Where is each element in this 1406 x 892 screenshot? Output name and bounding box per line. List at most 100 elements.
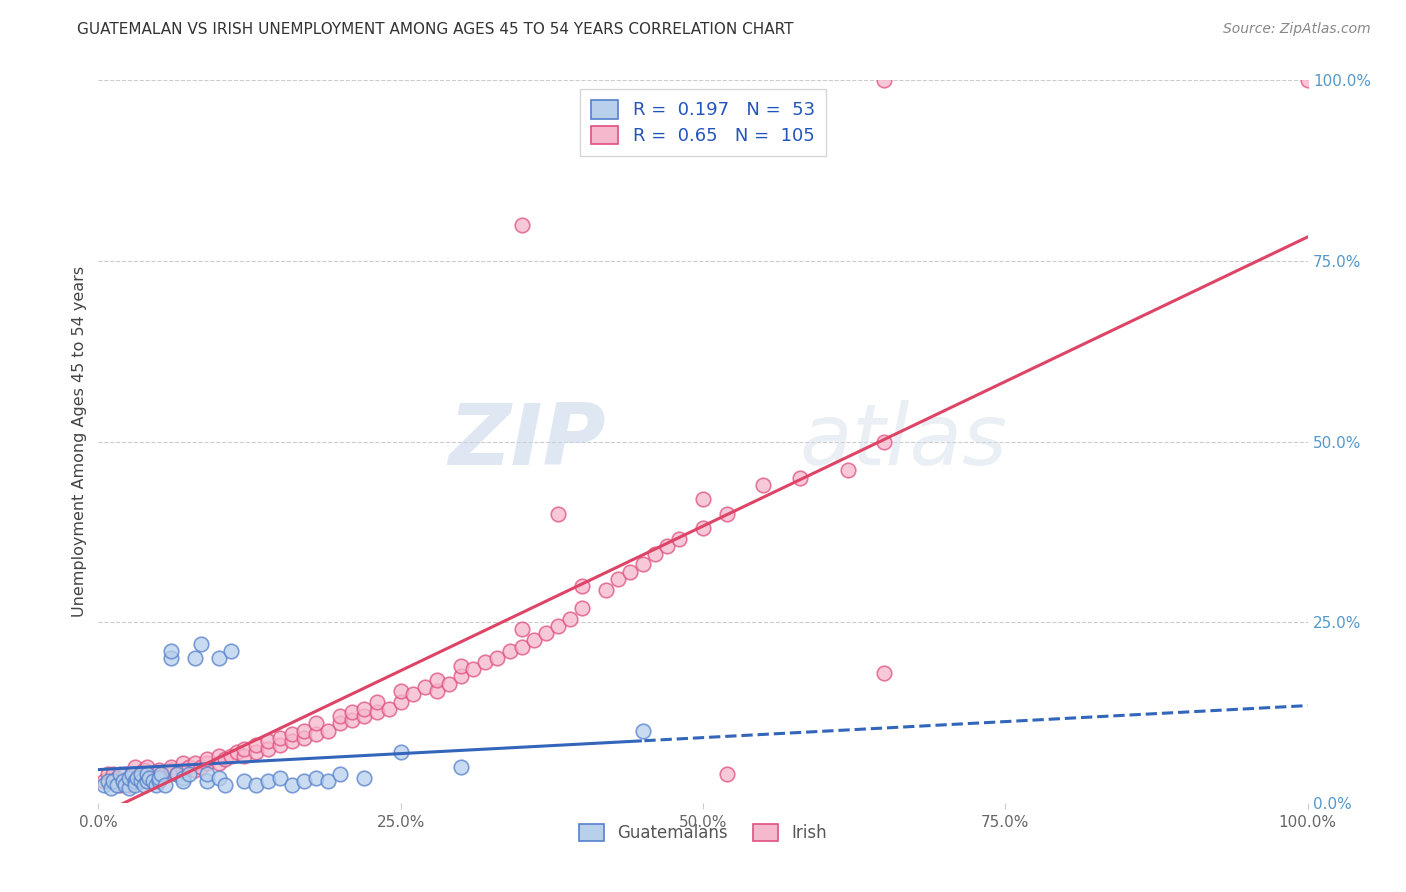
Point	[389, 683, 412, 698]
Point	[166, 767, 188, 781]
Point	[377, 702, 399, 716]
Point	[142, 774, 165, 789]
Point	[153, 778, 176, 792]
Point	[450, 658, 472, 673]
Point	[134, 764, 156, 778]
Point	[1296, 73, 1319, 87]
Point	[214, 778, 236, 792]
Point	[148, 771, 170, 785]
Point	[195, 752, 218, 766]
Text: GUATEMALAN VS IRISH UNEMPLOYMENT AMONG AGES 45 TO 54 YEARS CORRELATION CHART: GUATEMALAN VS IRISH UNEMPLOYMENT AMONG A…	[77, 22, 794, 37]
Point	[329, 709, 352, 723]
Point	[366, 695, 388, 709]
Point	[486, 651, 509, 665]
Point	[100, 774, 122, 789]
Point	[316, 774, 339, 789]
Point	[534, 626, 557, 640]
Point	[114, 778, 136, 792]
Point	[121, 767, 143, 781]
Point	[145, 778, 167, 792]
Point	[269, 771, 291, 785]
Point	[510, 218, 533, 232]
Point	[105, 771, 128, 785]
Point	[668, 532, 690, 546]
Point	[101, 767, 124, 781]
Point	[353, 702, 375, 716]
Point	[389, 695, 412, 709]
Point	[305, 727, 328, 741]
Point	[160, 644, 183, 658]
Point	[752, 478, 775, 492]
Point	[245, 745, 267, 759]
Point	[342, 713, 364, 727]
Point	[353, 771, 375, 785]
Point	[269, 738, 291, 752]
Point	[474, 655, 496, 669]
Point	[281, 778, 304, 792]
Point	[547, 507, 569, 521]
Point	[226, 745, 249, 759]
Legend: Guatemalans, Irish: Guatemalans, Irish	[572, 817, 834, 848]
Point	[97, 767, 120, 781]
Y-axis label: Unemployment Among Ages 45 to 54 years: Unemployment Among Ages 45 to 54 years	[72, 266, 87, 617]
Point	[129, 767, 152, 781]
Point	[571, 579, 593, 593]
Point	[142, 771, 165, 785]
Point	[100, 781, 122, 796]
Point	[232, 741, 254, 756]
Point	[195, 756, 218, 770]
Point	[172, 774, 194, 789]
Point	[127, 771, 149, 785]
Point	[172, 764, 194, 778]
Point	[510, 623, 533, 637]
Point	[121, 767, 143, 781]
Point	[172, 756, 194, 770]
Point	[195, 774, 218, 789]
Point	[124, 760, 146, 774]
Point	[124, 774, 146, 789]
Point	[153, 767, 176, 781]
Point	[316, 723, 339, 738]
Point	[190, 637, 212, 651]
Point	[232, 748, 254, 763]
Point	[450, 669, 472, 683]
Point	[138, 771, 160, 785]
Point	[523, 633, 546, 648]
Point	[160, 760, 183, 774]
Point	[190, 760, 212, 774]
Point	[160, 764, 183, 778]
Point	[595, 582, 617, 597]
Point	[111, 774, 134, 789]
Point	[124, 778, 146, 792]
Text: ZIP: ZIP	[449, 400, 606, 483]
Point	[256, 774, 278, 789]
Text: Source: ZipAtlas.com: Source: ZipAtlas.com	[1223, 22, 1371, 37]
Point	[208, 651, 231, 665]
Point	[305, 771, 328, 785]
Point	[118, 771, 141, 785]
Point	[148, 774, 170, 789]
Point	[93, 778, 115, 792]
Point	[558, 611, 581, 625]
Point	[631, 558, 654, 572]
Point	[426, 673, 449, 687]
Point	[135, 774, 157, 789]
Point	[716, 507, 738, 521]
Point	[138, 767, 160, 781]
Point	[221, 644, 243, 658]
Point	[450, 760, 472, 774]
Point	[118, 778, 141, 792]
Point	[111, 774, 134, 789]
Point	[342, 706, 364, 720]
Point	[692, 521, 714, 535]
Point	[402, 687, 425, 701]
Point	[281, 727, 304, 741]
Point	[245, 778, 267, 792]
Point	[292, 723, 315, 738]
Point	[148, 764, 170, 778]
Point	[547, 619, 569, 633]
Point	[118, 781, 141, 796]
Point	[413, 680, 436, 694]
Point	[655, 539, 678, 553]
Point	[145, 767, 167, 781]
